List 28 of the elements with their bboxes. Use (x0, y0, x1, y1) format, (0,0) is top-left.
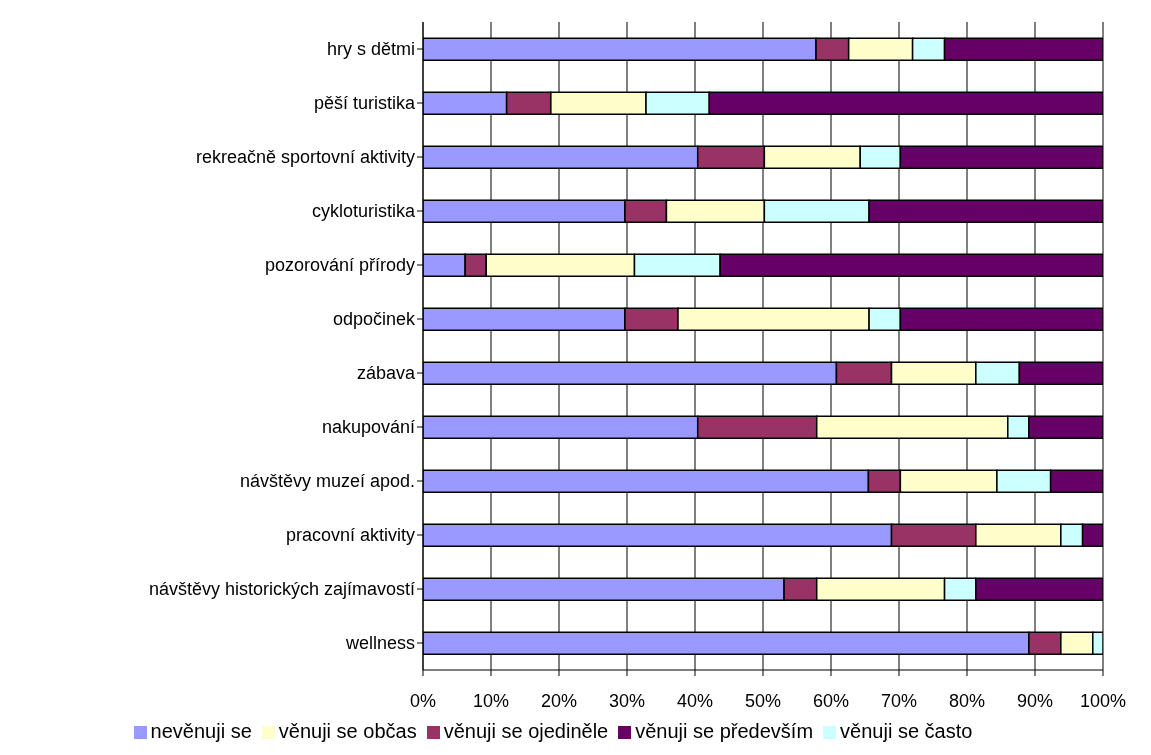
y-tick-label: pěší turistika (313, 93, 416, 114)
y-tick-label: návštěvy historických zajímavostí (148, 579, 415, 600)
y-tick-label: rekreačně sportovní aktivity (195, 147, 415, 168)
legend-label: věnuji se občas (278, 720, 417, 742)
y-tick-label: odpočinek (332, 309, 416, 330)
y-tick-label: hry s dětmi (326, 39, 415, 60)
y-tick-label: návštěvy muzeí apod. (239, 471, 415, 492)
y-tick-label: pracovní aktivity (285, 525, 415, 546)
x-tick-label: 60% (812, 690, 850, 711)
legend-label: věnuji se ojediněle (443, 720, 609, 742)
y-tick-label: wellness (344, 633, 415, 654)
x-tick-label: 80% (948, 690, 986, 711)
x-tick-label: 40% (676, 690, 714, 711)
x-tick-label: 20% (540, 690, 578, 711)
x-tick-label: 90% (1016, 690, 1054, 711)
y-tick-label: cykloturistika (311, 201, 416, 222)
legend-label: nevěnuji se (150, 720, 252, 742)
x-tick-label: 0% (409, 690, 437, 711)
x-tick-label: 100% (1079, 690, 1127, 711)
legend-label: věnuji se především (635, 720, 814, 742)
x-tick-label: 30% (608, 690, 646, 711)
legend-label: věnuji se často (840, 720, 973, 742)
y-tick-label: nakupování (321, 417, 415, 438)
y-tick-label: pozorování přírody (264, 255, 415, 276)
x-tick-label: 10% (472, 690, 510, 711)
x-tick-label: 50% (744, 690, 782, 711)
y-tick-label: zábava (356, 363, 416, 384)
x-tick-label: 70% (880, 690, 918, 711)
